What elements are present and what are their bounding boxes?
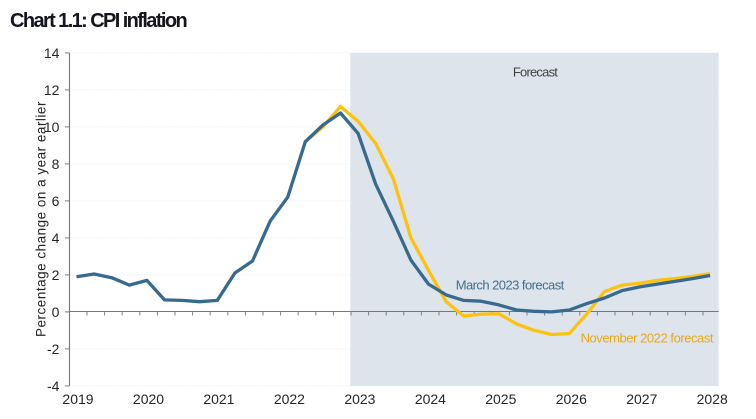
svg-text:-4: -4 (47, 378, 60, 394)
svg-text:2027: 2027 (626, 391, 657, 407)
svg-text:2022: 2022 (274, 391, 305, 407)
svg-text:2028: 2028 (697, 391, 728, 407)
svg-text:8: 8 (52, 156, 60, 172)
svg-text:November 2022 forecast: November 2022 forecast (581, 331, 714, 346)
svg-text:10: 10 (44, 119, 60, 135)
svg-text:4: 4 (52, 230, 60, 246)
svg-text:2019: 2019 (62, 391, 93, 407)
svg-text:Forecast: Forecast (513, 65, 558, 80)
svg-text:March 2023 forecast: March 2023 forecast (456, 278, 565, 293)
svg-text:2021: 2021 (203, 391, 234, 407)
svg-text:-2: -2 (47, 341, 60, 357)
svg-text:12: 12 (44, 82, 60, 98)
svg-text:2020: 2020 (133, 391, 164, 407)
svg-text:14: 14 (44, 45, 60, 61)
svg-text:2024: 2024 (415, 391, 446, 407)
svg-text:2026: 2026 (556, 391, 587, 407)
svg-text:2025: 2025 (485, 391, 516, 407)
svg-text:2023: 2023 (344, 391, 375, 407)
svg-text:6: 6 (52, 193, 60, 209)
svg-text:Chart 1.1: CPI inflation: Chart 1.1: CPI inflation (10, 10, 186, 32)
svg-text:0: 0 (52, 304, 60, 320)
svg-text:Percentage change on a year ea: Percentage change on a year earlier (34, 101, 49, 337)
svg-text:2: 2 (52, 267, 60, 283)
